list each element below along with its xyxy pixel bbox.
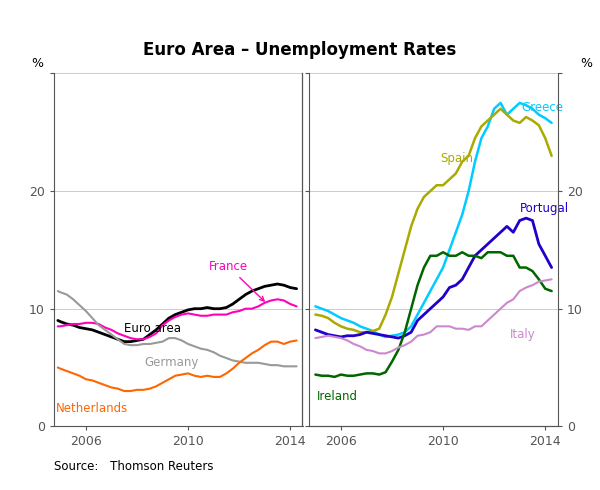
Text: %: % [32, 57, 44, 70]
Text: Germany: Germany [145, 356, 199, 369]
Text: Spain: Spain [440, 152, 473, 165]
Text: Euro area: Euro area [124, 322, 181, 335]
Text: Portugal: Portugal [520, 202, 569, 215]
Text: France: France [209, 260, 264, 301]
Text: Italy: Italy [509, 328, 535, 341]
Text: Source: Thomson Reuters: Source: Thomson Reuters [54, 460, 214, 473]
Text: Greece: Greece [521, 101, 563, 114]
Text: Euro Area – Unemployment Rates: Euro Area – Unemployment Rates [143, 41, 457, 59]
Text: %: % [580, 57, 592, 70]
Text: Ireland: Ireland [317, 391, 358, 403]
Text: Netherlands: Netherlands [56, 402, 128, 415]
